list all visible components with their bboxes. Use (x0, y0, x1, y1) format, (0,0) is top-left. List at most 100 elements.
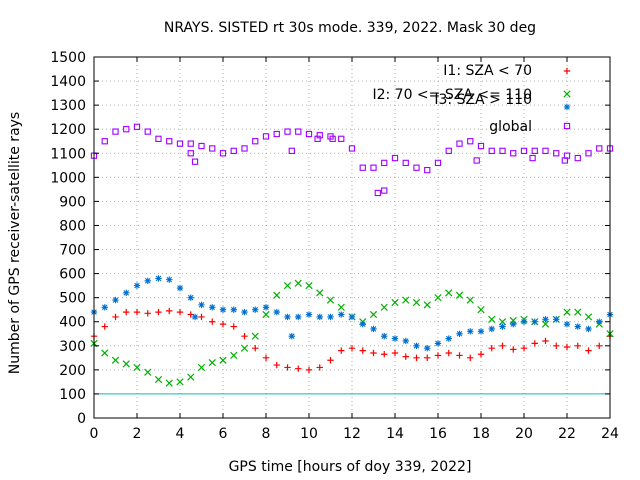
data-point (596, 318, 603, 325)
data-point (381, 159, 388, 167)
x-tick-label: 12 (343, 426, 361, 442)
data-point (369, 310, 378, 319)
data-point (531, 147, 538, 155)
data-point (348, 345, 356, 352)
x-tick-label: 4 (176, 426, 185, 442)
data-point (273, 130, 280, 138)
data-point (241, 308, 248, 316)
data-point (154, 375, 163, 384)
data-point (262, 133, 270, 140)
data-point (327, 313, 334, 321)
data-point (305, 130, 313, 138)
data-point (348, 145, 356, 152)
data-point (101, 138, 108, 145)
data-point (370, 164, 377, 171)
data-point (359, 347, 366, 354)
data-point (230, 306, 237, 313)
data-point (133, 282, 141, 289)
data-point (510, 320, 517, 328)
data-point (359, 320, 366, 328)
data-marks (90, 123, 614, 387)
legend-label-i2: I2: 70 <= SZA <= 110 (372, 87, 532, 103)
data-point (155, 275, 162, 282)
data-point (402, 353, 409, 360)
data-point (165, 379, 173, 387)
data-point (208, 359, 216, 367)
data-point (316, 289, 324, 297)
data-point (241, 145, 248, 152)
data-point (166, 307, 173, 315)
data-point (295, 365, 302, 372)
y-tick-label: 1500 (50, 50, 86, 66)
data-point (488, 325, 495, 333)
data-point (374, 189, 381, 197)
data-point (596, 145, 603, 152)
data-point (284, 313, 291, 321)
data-point (391, 154, 399, 162)
data-point (187, 140, 194, 147)
data-point (455, 291, 464, 299)
data-point (219, 150, 227, 157)
data-point (542, 337, 549, 345)
data-point (338, 311, 345, 318)
data-point (445, 349, 452, 357)
x-tick-label: 16 (429, 426, 447, 442)
data-point (144, 277, 151, 285)
x-tick-label: 14 (386, 426, 404, 442)
data-point (230, 351, 238, 360)
legend-label-i3: I3: SZA > 110 (434, 92, 532, 108)
data-point (563, 308, 571, 316)
data-point (520, 147, 528, 155)
data-point (413, 354, 420, 362)
data-point (284, 128, 291, 135)
y-tick-label: 200 (59, 363, 86, 379)
data-point (542, 316, 549, 323)
data-point (456, 330, 463, 337)
data-point (413, 164, 420, 171)
data-point (176, 140, 184, 147)
x-tick-label: 10 (300, 426, 318, 442)
data-point (122, 360, 130, 368)
data-point (230, 323, 237, 330)
data-point (348, 313, 356, 321)
data-point (477, 306, 485, 314)
data-point (391, 335, 399, 342)
ticks (93, 56, 611, 419)
data-point (251, 332, 259, 340)
data-point (456, 140, 463, 147)
data-point (520, 345, 528, 352)
data-point (434, 294, 442, 302)
legend-marker (563, 90, 571, 98)
data-point (295, 313, 302, 321)
data-point (262, 354, 270, 362)
data-point (402, 296, 410, 304)
data-point (326, 296, 335, 304)
data-point (391, 349, 399, 357)
series-4 (90, 123, 614, 197)
x-tick-label: 2 (133, 426, 142, 442)
data-point (520, 318, 528, 325)
data-point (101, 304, 108, 311)
data-point (434, 340, 442, 347)
data-point (284, 364, 291, 371)
data-point (456, 352, 463, 359)
data-point (561, 157, 568, 164)
legend-marker (563, 122, 571, 130)
data-point (574, 342, 581, 349)
legend-label-global: global (489, 119, 532, 135)
data-point (144, 310, 151, 317)
data-point (187, 294, 194, 301)
data-point (176, 308, 184, 316)
data-point (584, 313, 593, 321)
data-point (295, 128, 302, 135)
x-tick-label: 0 (90, 426, 99, 442)
y-tick-label: 300 (59, 339, 86, 355)
data-point (241, 332, 248, 340)
y-tick-label: 400 (59, 315, 86, 331)
data-point (596, 342, 603, 349)
data-point (466, 296, 474, 304)
data-point (209, 304, 216, 311)
y-tick-labels: 0 100 200 300 400 500 600 700 800 900 1000 1100 1200… (50, 50, 86, 427)
x-tick-label: 24 (601, 426, 619, 442)
x-tick-label: 20 (515, 426, 533, 442)
